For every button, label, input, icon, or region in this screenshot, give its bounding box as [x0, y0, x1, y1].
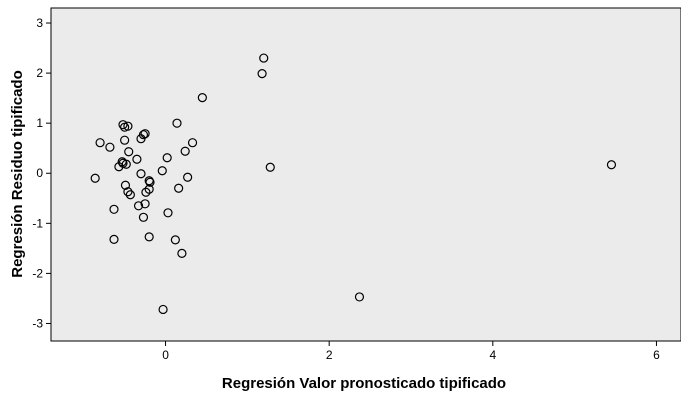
- data-point: [162, 153, 172, 163]
- data-point: [145, 177, 155, 187]
- data-point: [124, 147, 134, 157]
- data-point: [120, 135, 130, 145]
- data-point: [257, 68, 267, 79]
- y-tick-label: 0: [36, 166, 43, 180]
- y-tick-label: -1: [32, 216, 43, 230]
- data-point: [177, 248, 187, 258]
- data-point: [125, 190, 135, 200]
- data-point: [120, 180, 131, 190]
- y-tick-label: 1: [36, 116, 43, 130]
- data-point: [90, 173, 100, 183]
- x-tick-label: 0: [162, 348, 169, 362]
- y-axis: -3 -2 -1 0 1 2 3: [32, 16, 51, 330]
- x-tick-label: 6: [653, 348, 660, 362]
- data-point: [138, 212, 149, 222]
- y-tick-label: -3: [32, 316, 43, 330]
- data-point: [144, 184, 154, 194]
- data-point: [187, 138, 198, 148]
- x-tick-label: 2: [326, 348, 333, 362]
- data-point: [118, 120, 128, 130]
- data-point: [123, 187, 133, 197]
- plot-area: [50, 7, 681, 342]
- y-tick-label: 3: [36, 16, 43, 30]
- x-axis-title: Regresión Valor pronosticado tipificado: [222, 375, 506, 392]
- data-point: [109, 204, 119, 214]
- data-point: [140, 199, 150, 209]
- x-axis: 0 2 4 6: [162, 341, 660, 362]
- data-point: [183, 172, 193, 182]
- data-point: [114, 162, 124, 172]
- data-point: [132, 154, 142, 164]
- data-point: [163, 208, 173, 218]
- data-point: [158, 304, 168, 315]
- data-point: [141, 187, 151, 197]
- data-point: [170, 235, 180, 245]
- data-point: [174, 183, 184, 193]
- data-point: [172, 118, 182, 128]
- data-points: [90, 53, 617, 315]
- data-point: [265, 162, 275, 172]
- data-point: [136, 169, 146, 179]
- data-point: [197, 93, 207, 103]
- data-point: [136, 134, 146, 144]
- data-point: [157, 166, 167, 176]
- data-point: [133, 201, 144, 211]
- data-point: [259, 53, 269, 63]
- x-tick-label: 4: [489, 348, 496, 362]
- data-point: [105, 142, 115, 152]
- y-tick-label: -2: [32, 266, 43, 280]
- data-point: [123, 121, 133, 131]
- data-point: [606, 160, 617, 170]
- y-tick-label: 2: [36, 66, 43, 80]
- data-point: [144, 232, 154, 242]
- data-point: [109, 234, 119, 244]
- data-point: [180, 146, 190, 156]
- data-point: [95, 138, 105, 148]
- data-point: [354, 292, 365, 302]
- y-axis-title: Regresión Residuo tipificado: [9, 70, 26, 278]
